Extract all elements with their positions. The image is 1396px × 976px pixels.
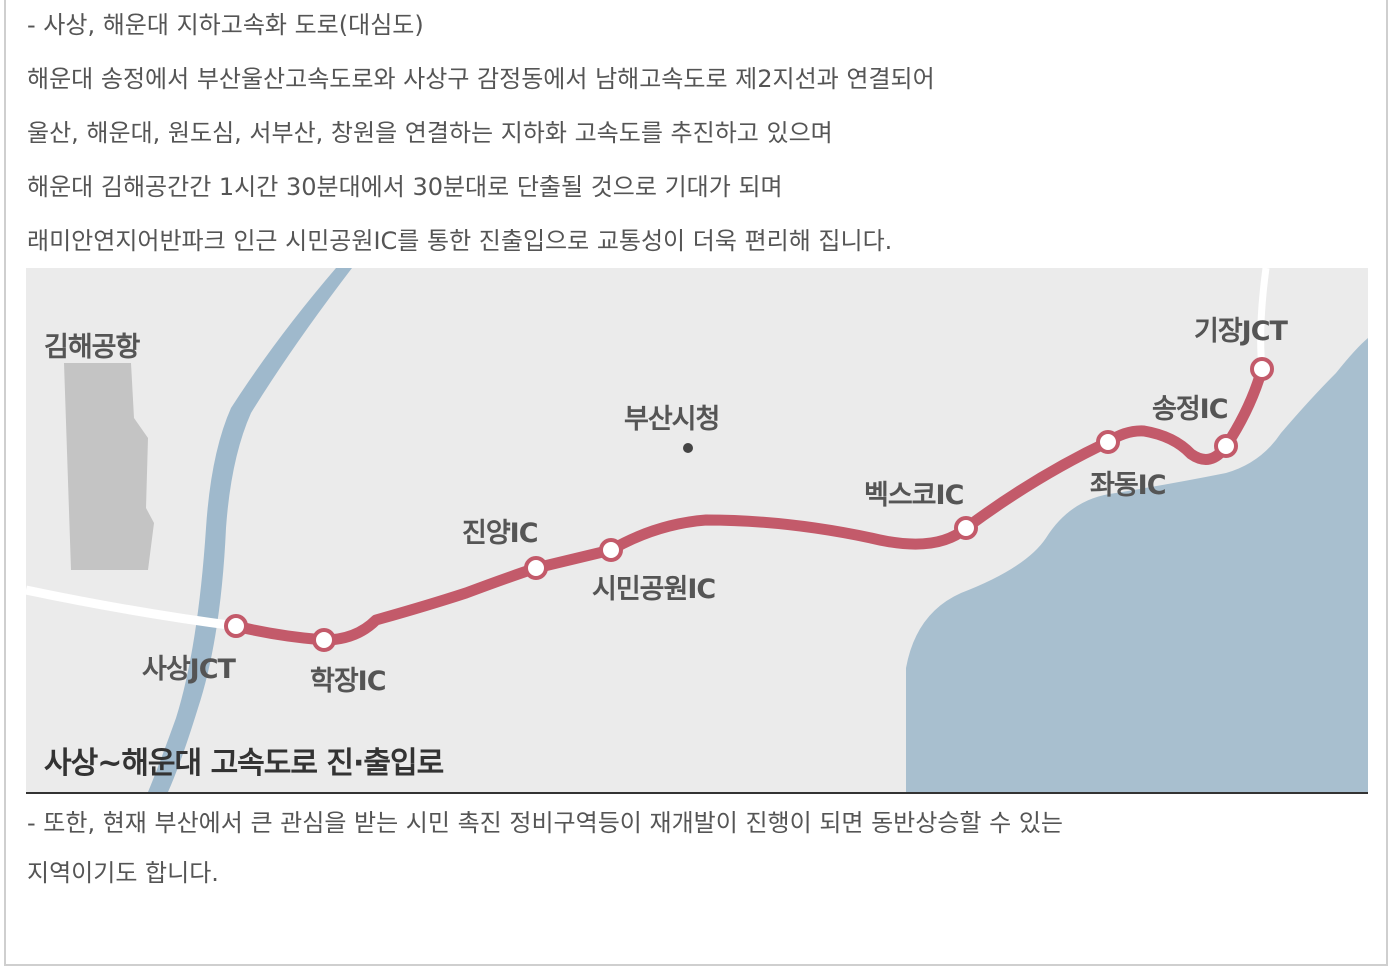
station-bexco-ic-marker xyxy=(954,516,978,540)
station-jwadong-ic-marker xyxy=(1096,430,1120,454)
station-songjeong-ic-marker xyxy=(1214,434,1238,458)
station-gijang-jct-label: 기장JCT xyxy=(1194,316,1289,347)
footer-paragraph-line: 지역이기도 합니다. xyxy=(27,859,219,887)
station-sasang-jct-marker xyxy=(224,614,248,638)
route-map-image: 김해공항 부산시청 사상JCT 학장IC 진양IC 시민공원IC 벡스코IC 좌… xyxy=(26,268,1368,792)
station-jinyang-ic-label: 진양IC xyxy=(462,518,538,549)
paragraph-line: 울산, 해운대, 원도심, 서부산, 창원을 연결하는 지하화 고속도를 추진하… xyxy=(27,119,833,147)
section-heading: - 사상, 해운대 지하고속화 도로(대심도) xyxy=(27,11,424,39)
river xyxy=(148,268,352,792)
station-sasang-jct-label: 사상JCT xyxy=(142,654,237,685)
airport-label: 김해공항 xyxy=(44,332,141,363)
map-caption: 사상~해운대 고속도로 진·출입로 xyxy=(44,746,444,781)
airport-area xyxy=(64,363,154,570)
station-simin-park-ic-label: 시민공원IC xyxy=(592,574,715,605)
connecting-road-west xyxy=(26,585,237,631)
station-bexco-ic-label: 벡스코IC xyxy=(864,480,964,511)
station-hakjang-ic-marker xyxy=(312,628,336,652)
station-simin-park-ic-marker xyxy=(599,538,623,562)
station-jinyang-ic-marker xyxy=(524,556,548,580)
content-frame xyxy=(4,0,1388,966)
route-map: 김해공항 부산시청 사상JCT 학장IC 진양IC 시민공원IC 벡스코IC 좌… xyxy=(26,268,1368,792)
city-hall-marker xyxy=(683,443,693,453)
paragraph-line: 래미안연지어반파크 인근 시민공원IC를 통한 진출입으로 교통성이 더욱 편리… xyxy=(27,227,893,255)
footer-paragraph-line: - 또한, 현재 부산에서 큰 관심을 받는 시민 촉진 정비구역등이 재개발이… xyxy=(27,809,1064,837)
expressway-route xyxy=(230,363,1268,646)
paragraph-line: 해운대 김해공간간 1시간 30분대에서 30분대로 단출될 것으로 기대가 되… xyxy=(27,173,783,201)
map-underline xyxy=(26,792,1368,794)
station-jwadong-ic-label: 좌동IC xyxy=(1090,470,1166,501)
station-gijang-jct-marker xyxy=(1250,357,1274,381)
station-songjeong-ic-label: 송정IC xyxy=(1152,394,1228,425)
paragraph-line: 해운대 송정에서 부산울산고속도로와 사상구 감정동에서 남해고속도로 제2지선… xyxy=(27,65,935,93)
station-hakjang-ic-label: 학장IC xyxy=(310,666,386,697)
city-hall-label: 부산시청 xyxy=(624,404,719,435)
sea-area xyxy=(906,338,1368,792)
